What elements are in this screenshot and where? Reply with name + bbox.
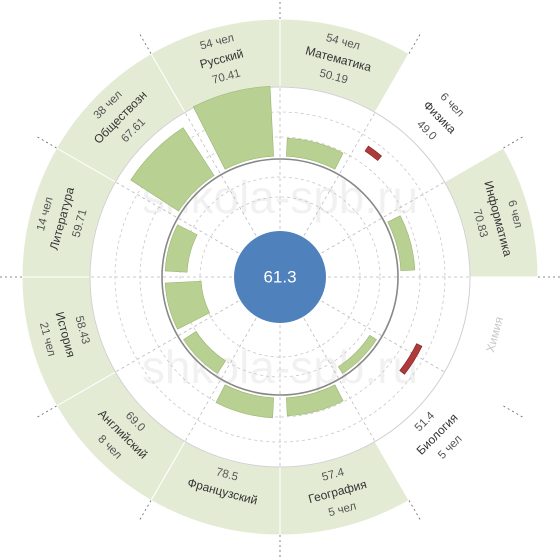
bar-10 xyxy=(130,127,215,212)
bar-2 xyxy=(387,215,416,271)
bar-0 xyxy=(286,137,344,170)
neg-bar-1 xyxy=(399,343,423,375)
bar-7 xyxy=(183,331,226,374)
bar-6 xyxy=(215,384,274,419)
outer-tick-2 xyxy=(503,136,523,149)
subject-5-avg-label: 57.4 xyxy=(321,466,346,484)
neg-bar-0 xyxy=(364,145,382,161)
outer-tick-10 xyxy=(37,136,57,149)
outer-tick-4 xyxy=(503,405,523,418)
grid-circle-0 xyxy=(199,196,361,358)
band-inner-ring xyxy=(89,86,471,468)
outer-tick-8 xyxy=(37,405,57,418)
bar-9 xyxy=(164,224,198,273)
baseline-ring xyxy=(161,158,399,396)
outer-tick-1 xyxy=(408,34,421,54)
center-circle xyxy=(234,231,326,323)
bar-11 xyxy=(192,85,274,170)
bar-4 xyxy=(337,334,377,374)
grid-circle-3 xyxy=(114,111,446,443)
outer-tick-5 xyxy=(408,500,421,520)
grid-circle-2 xyxy=(139,136,421,418)
center-value: 61.3 xyxy=(263,267,296,286)
bar-5 xyxy=(286,384,344,417)
subject-6-avg-label: 78.5 xyxy=(215,466,240,483)
grid-circle-1 xyxy=(179,176,381,378)
outer-tick-11 xyxy=(139,34,152,54)
outer-tick-7 xyxy=(139,500,152,520)
bar-8 xyxy=(164,280,211,330)
